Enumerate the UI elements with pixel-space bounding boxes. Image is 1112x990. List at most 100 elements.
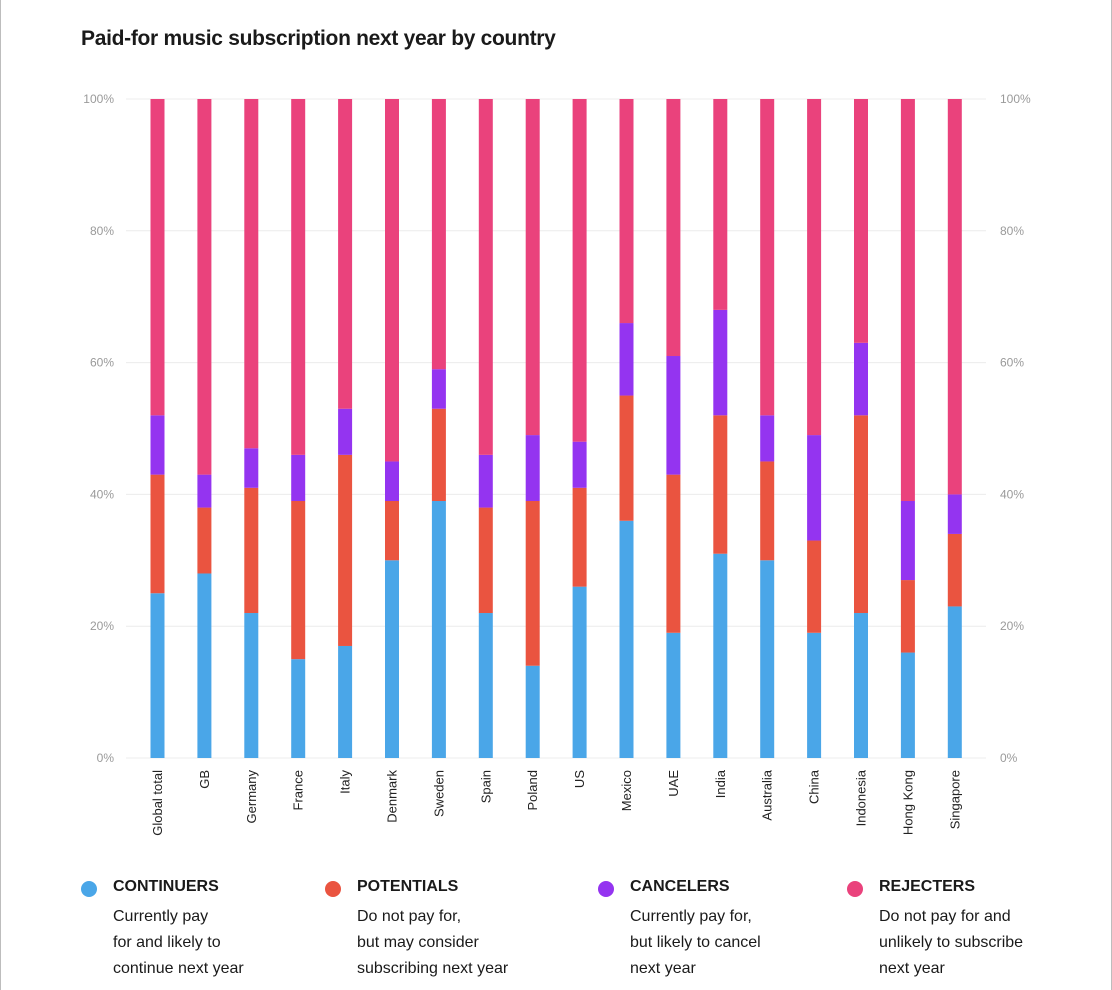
legend-description-line: subscribing next year [357,960,509,977]
y-tick-label-left: 100% [83,92,114,106]
bar-segment-rejecters [666,99,681,357]
bar-segment-potentials [666,474,681,633]
bar-segment-rejecters [619,99,634,324]
bar-segment-rejecters [478,99,493,455]
bar-segment-cancelers [900,500,915,581]
legend-description-line: Do not pay for, [357,908,462,925]
bar-segment-continuers [760,560,775,758]
bar-segment-cancelers [713,309,728,416]
bar-segment-potentials [854,415,868,614]
bar-segment-cancelers [197,474,212,508]
y-tick-label-left: 20% [90,619,114,633]
legend-description-line: Do not pay for and [879,908,1011,925]
legend-description-line: Currently pay [113,908,209,925]
x-category-label: Mexico [619,770,634,811]
bar-segment-potentials [713,415,728,554]
y-tick-label-right: 0% [1000,751,1018,765]
x-category-label: Australia [760,769,775,820]
bar-segment-rejecters [150,99,165,416]
legend-description: Currently pay for and likely to continue n… [113,904,244,982]
bar-segment-potentials [197,507,212,574]
bar-segment-cancelers [338,408,353,455]
bar-segment-continuers [338,645,353,758]
y-tick-label-left: 80% [90,224,114,238]
x-category-label: India [713,769,728,798]
legend-description: Do not pay for, but may consider subscribi… [357,904,508,982]
bar-segment-potentials [150,474,165,594]
x-category-label: UAE [666,770,681,797]
bar-segment-potentials [525,500,540,666]
bar-segment-continuers [619,520,634,758]
bar-segment-cancelers [947,494,962,534]
x-category-label: Sweden [431,770,446,817]
y-tick-label-left: 0% [97,751,115,765]
bar-segment-continuers [478,613,493,758]
legend-description-line: continue next year [113,960,244,977]
x-category-label: Singapore [947,770,962,829]
bar-segment-rejecters [244,99,259,449]
x-category-label: Spain [478,770,493,803]
bar-segment-potentials [385,500,399,561]
bar-segment-cancelers [619,323,634,396]
legend-name: CONTINUERS [113,878,219,895]
bar-segment-cancelers [760,415,775,462]
bar-segment-rejecters [947,99,962,495]
x-category-label: Germany [244,770,259,824]
bar-segment-rejecters [525,99,540,436]
bar-segment-cancelers [291,454,306,501]
bar-segment-potentials [338,454,353,646]
grid-layer [126,98,986,759]
bar-segment-continuers [666,632,681,758]
bar-segment-rejecters [900,99,915,501]
legend-name: CANCELERS [630,878,730,895]
bar-segment-rejecters [385,99,399,462]
bar-segment-rejecters [713,99,728,310]
bar-segment-continuers [713,553,728,758]
bar-segment-potentials [619,395,634,521]
bar-segment-continuers [150,593,165,758]
bar-segment-cancelers [150,415,165,475]
bar-segment-cancelers [807,435,822,541]
x-category-label: China [807,769,822,804]
y-tick-label-left: 40% [90,487,114,501]
x-category-label: Global total [150,770,165,836]
bar-segment-cancelers [478,454,493,508]
bar-segment-continuers [291,659,306,758]
bar-segment-cancelers [666,356,681,475]
bar-segment-potentials [291,500,306,660]
legend-description-line: but may consider [357,934,479,951]
legend-description-line: Currently pay for, [630,908,752,925]
bar-segment-continuers [197,573,212,758]
bar-segment-continuers [900,652,915,758]
legend-description-line: next year [879,960,945,977]
legend-swatch [81,881,97,897]
y-tick-label-left: 60% [90,356,114,370]
legend-description-line: next year [630,960,696,977]
y-tick-label-right: 60% [1000,356,1024,370]
x-category-label: Italy [338,770,353,794]
x-category-label: France [291,770,306,810]
y-tick-label-right: 20% [1000,619,1024,633]
bar-segment-cancelers [525,435,540,501]
bar-segment-continuers [947,606,962,758]
stacked-bar-chart: 0% 0% 20% 20% 40% 40% 60% 60% 80% 80% 100% 100% Glob… [83,92,1031,836]
bar-segment-continuers [854,613,868,758]
bar-segment-potentials [807,540,822,633]
bar-segment-potentials [478,507,493,614]
bar-segment-rejecters [431,99,446,370]
x-category-label: GB [197,770,212,789]
bar-segment-continuers [572,586,587,758]
y-tick-label-right: 40% [1000,487,1024,501]
bar-segment-potentials [431,408,446,501]
bar-segment-rejecters [854,99,868,343]
bar-segment-potentials [244,487,259,614]
legend-swatch [847,881,863,897]
bar-segment-rejecters [572,99,587,442]
x-category-label: US [572,770,587,788]
legend-name: POTENTIALS [357,878,459,895]
legend-description: Do not pay for and unlikely to subscribe n… [879,904,1023,982]
chart-title: Paid-for music subscription next year by… [81,27,556,50]
labels-layer: 0% 0% 20% 20% 40% 40% 60% 60% 80% 80% 100% 100% Glob… [83,92,1031,836]
x-category-label: Denmark [385,770,400,823]
bar-segment-continuers [244,613,259,758]
